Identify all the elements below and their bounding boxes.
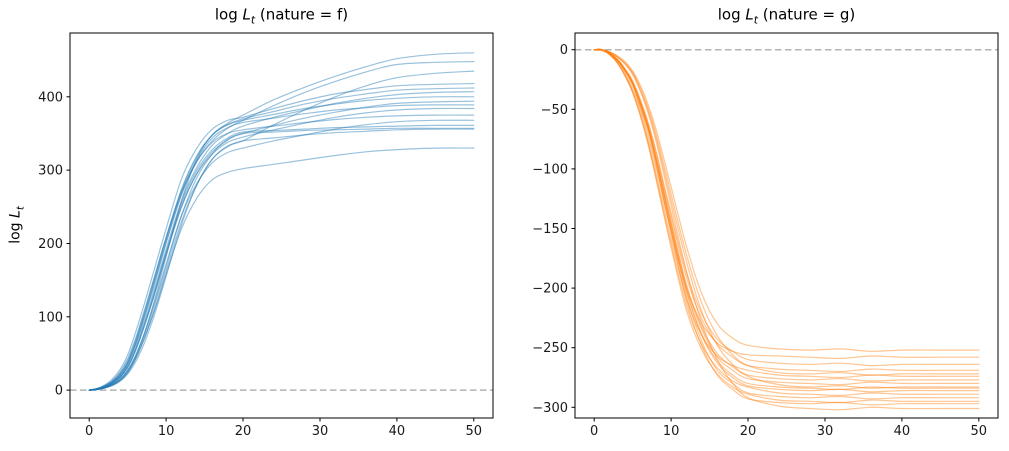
series-line	[88, 100, 475, 391]
chart-nature-f: 0 10 20 30 40 50 0 100 200 300 400 log Lt (nature …	[0, 0, 504, 451]
ylabel-variable: L	[7, 210, 24, 218]
y-tick-label: 300	[38, 164, 63, 179]
series-line	[593, 48, 980, 411]
y-tick-label: −300	[532, 401, 568, 416]
y-tick-label: −250	[532, 341, 568, 356]
y-tick-label: −100	[532, 162, 568, 177]
y-tick-label: 400	[38, 90, 63, 105]
series-line	[88, 87, 475, 391]
title-subscript: t	[250, 13, 256, 27]
series-line	[88, 127, 475, 391]
title-suffix: (nature = g)	[757, 5, 856, 24]
x-tick-label: 10	[663, 424, 680, 439]
series-line	[88, 104, 475, 391]
series-line	[88, 114, 475, 391]
series-line	[593, 48, 980, 376]
x-tick-label: 20	[740, 424, 757, 439]
series-line	[593, 48, 980, 393]
series-line	[593, 48, 980, 373]
x-tick-label: 0	[590, 424, 598, 439]
series-line	[593, 48, 980, 400]
chart-title: log Lt (nature = f)	[215, 6, 348, 27]
axes-frame	[574, 32, 999, 419]
x-tick-label: 40	[894, 424, 911, 439]
series-line	[88, 96, 475, 391]
series-line	[88, 124, 475, 391]
x-tick-label: 40	[389, 424, 406, 439]
y-tick-label: 0	[560, 43, 568, 58]
axes-frame	[69, 32, 494, 419]
ylabel-subscript: t	[15, 206, 27, 211]
series-line	[88, 128, 475, 391]
series-line	[88, 52, 475, 391]
plot-svg-nature-g: 0 10 20 30 40 50 0 −50 −100 −150 −200 −250 −300	[532, 32, 999, 439]
chart-title: log Lt (nature = g)	[718, 6, 856, 27]
series-line	[88, 61, 475, 391]
y-tick-label: 200	[38, 237, 63, 252]
series-line	[593, 48, 980, 386]
series-line	[88, 119, 475, 391]
x-tick-label: 30	[817, 424, 834, 439]
series-line	[88, 107, 475, 391]
title-prefix: log	[214, 5, 243, 24]
y-tick-label: −200	[532, 282, 568, 297]
y-tick-label: −50	[541, 103, 568, 118]
x-tick-label: 30	[312, 424, 329, 439]
x-tick-label: 10	[158, 424, 175, 439]
series-line	[593, 48, 980, 406]
series-line	[88, 91, 475, 391]
series-line	[593, 48, 980, 382]
title-variable: L	[242, 5, 251, 24]
ylabel-prefix: log	[7, 217, 24, 244]
series-line	[88, 83, 475, 391]
series-line	[593, 48, 980, 391]
series-line	[88, 147, 475, 391]
series-line	[593, 48, 980, 360]
series-line	[593, 48, 980, 397]
series-line	[593, 48, 980, 379]
title-variable: L	[745, 5, 754, 24]
x-tick-label: 50	[971, 424, 988, 439]
x-tick-label: 50	[466, 424, 483, 439]
series-line	[593, 48, 980, 367]
x-tick-label: 0	[85, 424, 93, 439]
y-axis-label: log Lt	[8, 206, 27, 244]
title-subscript: t	[753, 13, 758, 27]
plot-svg-nature-f: 0 10 20 30 40 50 0 100 200 300 400	[38, 32, 494, 439]
x-tick-label: 20	[235, 424, 252, 439]
title-suffix: (nature = f)	[255, 5, 349, 24]
y-tick-label: −150	[532, 222, 568, 237]
y-tick-label: 100	[38, 310, 63, 325]
series-line	[593, 48, 980, 352]
series-line	[593, 48, 980, 389]
series-line	[593, 49, 980, 404]
title-prefix: log	[717, 5, 746, 24]
series-line	[88, 70, 475, 391]
y-tick-label: 0	[55, 384, 63, 399]
chart-nature-g: 0 10 20 30 40 50 0 −50 −100 −150 −200 −250 −300 log …	[505, 0, 1009, 451]
